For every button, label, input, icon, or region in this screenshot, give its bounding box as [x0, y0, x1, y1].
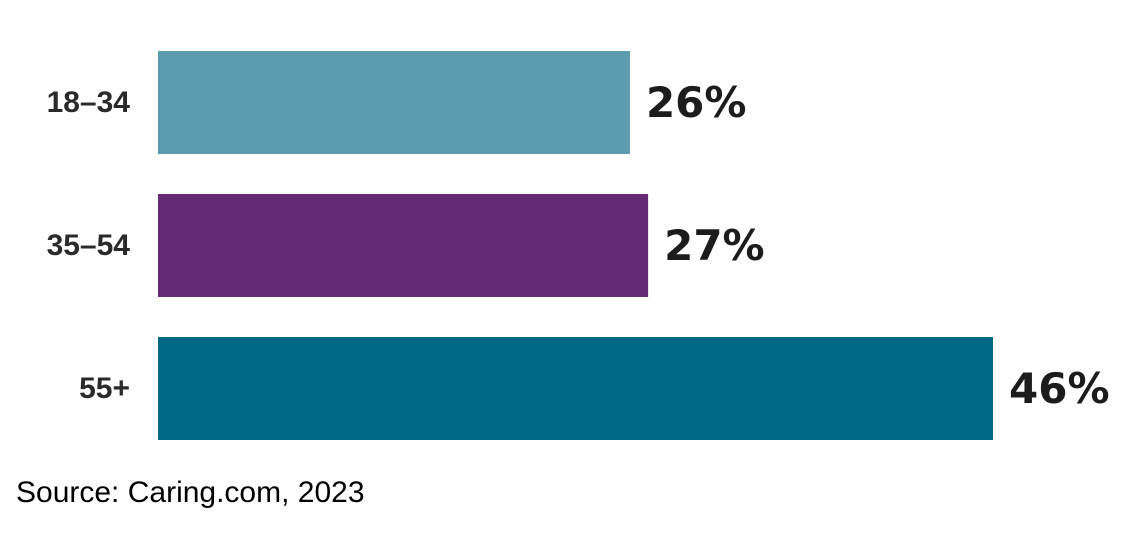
bars-layer: 18–34 26% 35–54 27% 55+ 46% [47, 51, 1110, 440]
source-note: Source: Caring.com, 2023 [16, 476, 365, 509]
bar-55plus [158, 337, 993, 440]
category-label-18-34: 18–34 [47, 86, 131, 119]
value-label-55plus: 46% [1009, 364, 1110, 413]
value-label-18-34: 26% [646, 78, 747, 127]
category-label-35-54: 35–54 [47, 229, 131, 262]
bar-chart: 18–34 26% 35–54 27% 55+ 46% [47, 51, 1110, 440]
bar-35-54 [158, 194, 649, 297]
category-label-55plus: 55+ [79, 372, 130, 405]
value-label-35-54: 27% [664, 221, 765, 270]
bar-18-34 [158, 51, 630, 154]
